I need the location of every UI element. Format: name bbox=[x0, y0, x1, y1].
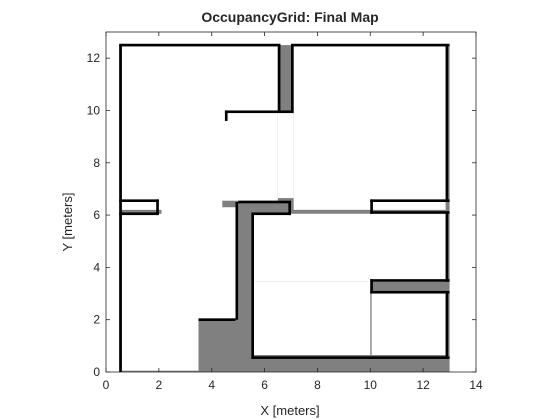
wall-10 bbox=[119, 199, 159, 202]
axes: 0 2 4 6 8 10 12 14 0 2 4 6 8 10 12 bbox=[87, 31, 483, 392]
y-tick-label-8: 8 bbox=[93, 156, 100, 170]
plot-area bbox=[106, 32, 476, 372]
wall-3 bbox=[445, 45, 449, 200]
y-tick-label-0: 0 bbox=[93, 365, 100, 379]
wall-22 bbox=[370, 279, 450, 282]
y-tick-label-12: 12 bbox=[87, 51, 101, 65]
free-region-lower-right-room bbox=[371, 292, 446, 355]
wall-0 bbox=[119, 45, 122, 372]
free-region-lower-left-room bbox=[121, 213, 199, 371]
wall-1 bbox=[119, 43, 281, 47]
wall-5 bbox=[445, 292, 449, 357]
wall-24 bbox=[370, 279, 373, 294]
y-tick-label-2: 2 bbox=[93, 313, 100, 327]
wall-17 bbox=[288, 202, 291, 216]
y-tick-label-6: 6 bbox=[93, 208, 100, 222]
x-tick-label-10: 10 bbox=[364, 378, 378, 392]
chart-title: OccupancyGrid: Final Map bbox=[201, 9, 378, 25]
axes-box bbox=[105, 31, 477, 373]
free-region-right-area-top bbox=[293, 46, 446, 210]
x-tick-label-2: 2 bbox=[156, 378, 163, 392]
x-tick-label-4: 4 bbox=[208, 378, 215, 392]
wall-14 bbox=[238, 200, 291, 204]
wall-18 bbox=[198, 318, 236, 321]
x-tick-label-6: 6 bbox=[261, 378, 268, 392]
wall-13 bbox=[235, 202, 239, 320]
free-region-upper-left-room bbox=[121, 46, 278, 201]
wall-7 bbox=[291, 45, 294, 111]
wall-6 bbox=[277, 45, 281, 111]
wall-23 bbox=[370, 290, 450, 294]
x-tick-label-14: 14 bbox=[469, 378, 483, 392]
wall-9 bbox=[224, 110, 228, 121]
x-tick-label-12: 12 bbox=[416, 378, 430, 392]
wall-11 bbox=[119, 212, 159, 216]
wall-12 bbox=[156, 199, 159, 216]
free-region-right-area-middle bbox=[254, 213, 446, 282]
x-tick-label-8: 8 bbox=[314, 378, 321, 392]
free-region-corridor-gap-upper bbox=[277, 111, 294, 199]
free-region-corridor-center bbox=[254, 281, 371, 355]
wall-15 bbox=[251, 212, 254, 359]
wall-20 bbox=[370, 211, 450, 214]
wall-2 bbox=[291, 43, 450, 47]
wall-19 bbox=[370, 199, 450, 202]
wall-25 bbox=[251, 356, 450, 359]
y-tick-label-10: 10 bbox=[87, 103, 101, 117]
free-region-upper-left-room-extension bbox=[121, 199, 223, 210]
wall-8 bbox=[224, 110, 294, 114]
y-axis-label: Y [meters] bbox=[60, 192, 75, 251]
x-axis-label: X [meters] bbox=[260, 403, 319, 418]
wall-4 bbox=[445, 212, 449, 282]
y-tick-label-4: 4 bbox=[93, 260, 100, 274]
wall-16 bbox=[254, 212, 291, 216]
x-tick-label-0: 0 bbox=[103, 378, 110, 392]
wall-21 bbox=[370, 199, 373, 214]
